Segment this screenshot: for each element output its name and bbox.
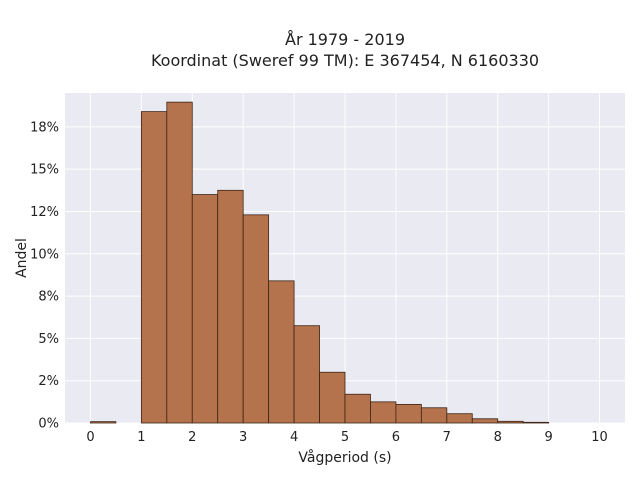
histogram-bar: [446, 413, 473, 424]
x-tick-label: 4: [290, 430, 298, 445]
bars: [90, 101, 550, 424]
histogram-bar: [268, 280, 295, 424]
histogram-bar: [344, 393, 371, 424]
x-tick-label: 1: [137, 430, 145, 445]
histogram-bar: [471, 418, 499, 424]
x-tick-label: 3: [239, 430, 247, 445]
x-tick-label: 0: [86, 430, 94, 445]
histogram-bar: [319, 371, 346, 424]
histogram-bar: [395, 403, 422, 424]
x-tick-label: 2: [188, 430, 196, 445]
chart-title-line-2: Koordinat (Sweref 99 TM): E 367454, N 61…: [151, 51, 539, 70]
histogram-bar: [522, 421, 550, 424]
chart-title-line-1: År 1979 - 2019: [285, 30, 405, 49]
y-tick-label: 5%: [38, 332, 59, 347]
histogram-bar: [166, 101, 193, 424]
y-tick-label: 12%: [30, 205, 59, 220]
y-axis-ticks: 0% 2% 5% 8% 10% 12% 15% 18%: [30, 120, 59, 431]
y-tick-label: 2%: [38, 374, 59, 389]
x-tick-label: 7: [443, 430, 451, 445]
y-tick-label: 0%: [38, 417, 59, 432]
x-tick-label: 8: [494, 430, 502, 445]
y-tick-label: 10%: [30, 247, 59, 262]
x-tick-label: 5: [341, 430, 349, 445]
x-tick-label: 9: [544, 430, 552, 445]
y-tick-label: 18%: [30, 120, 59, 135]
x-tick-label: 10: [591, 430, 608, 445]
histogram-bar: [217, 189, 244, 424]
x-axis-ticks: 0 1 2 3 4 5 6 7 8 9 10: [86, 430, 608, 445]
histogram-bar: [90, 421, 117, 424]
y-tick-label: 15%: [30, 163, 59, 178]
histogram-bar: [242, 214, 270, 424]
histogram-bar: [191, 194, 219, 424]
y-axis-label: Andel: [14, 238, 30, 278]
x-axis-label: Vågperiod (s): [298, 449, 391, 466]
histogram-bar: [293, 325, 320, 424]
histogram-bar: [370, 401, 397, 424]
y-tick-label: 8%: [38, 290, 59, 305]
histogram-bar: [497, 420, 524, 424]
x-tick-label: 6: [392, 430, 400, 445]
histogram-bar: [140, 111, 168, 424]
histogram-bar: [420, 407, 448, 424]
